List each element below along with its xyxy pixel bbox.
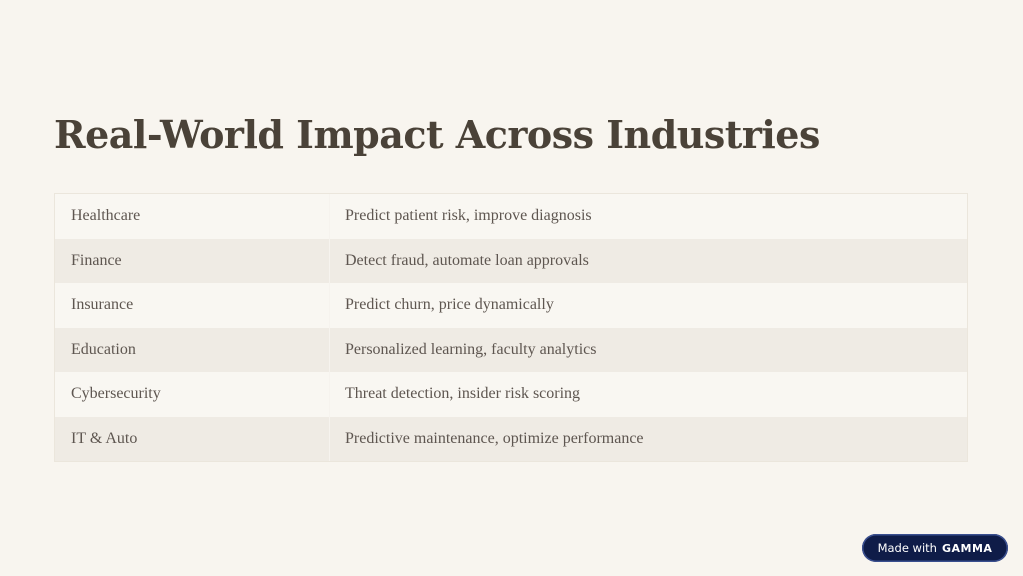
badge-prefix-text: Made with	[877, 541, 937, 555]
table-row: Insurance Predict churn, price dynamical…	[55, 283, 967, 328]
use-case-cell: Detect fraud, automate loan approvals	[345, 251, 589, 269]
slide-title: Real-World Impact Across Industries	[54, 112, 820, 157]
made-with-gamma-badge[interactable]: Made with GAMMA	[862, 534, 1008, 562]
industry-table: Healthcare Predict patient risk, improve…	[54, 193, 968, 462]
industry-cell: Finance	[55, 238, 330, 283]
table-row: Healthcare Predict patient risk, improve…	[55, 194, 967, 239]
use-case-cell: Predict patient risk, improve diagnosis	[345, 207, 592, 225]
use-case-cell: Predictive maintenance, optimize perform…	[345, 429, 644, 447]
table-row: Education Personalized learning, faculty…	[55, 327, 967, 372]
table-row: Cybersecurity Threat detection, insider …	[55, 372, 967, 417]
use-case-cell: Personalized learning, faculty analytics	[345, 340, 597, 358]
industry-cell: Cybersecurity	[55, 372, 330, 417]
industry-cell: IT & Auto	[55, 416, 330, 461]
gamma-logo-text: GAMMA	[941, 541, 993, 555]
industry-cell: Education	[55, 327, 330, 372]
use-case-cell: Predict churn, price dynamically	[345, 296, 554, 314]
table-row: Finance Detect fraud, automate loan appr…	[55, 238, 967, 283]
industry-cell: Insurance	[55, 283, 330, 328]
industry-cell: Healthcare	[55, 194, 330, 239]
use-case-cell: Threat detection, insider risk scoring	[345, 385, 581, 403]
table-row: IT & Auto Predictive maintenance, optimi…	[55, 416, 967, 461]
